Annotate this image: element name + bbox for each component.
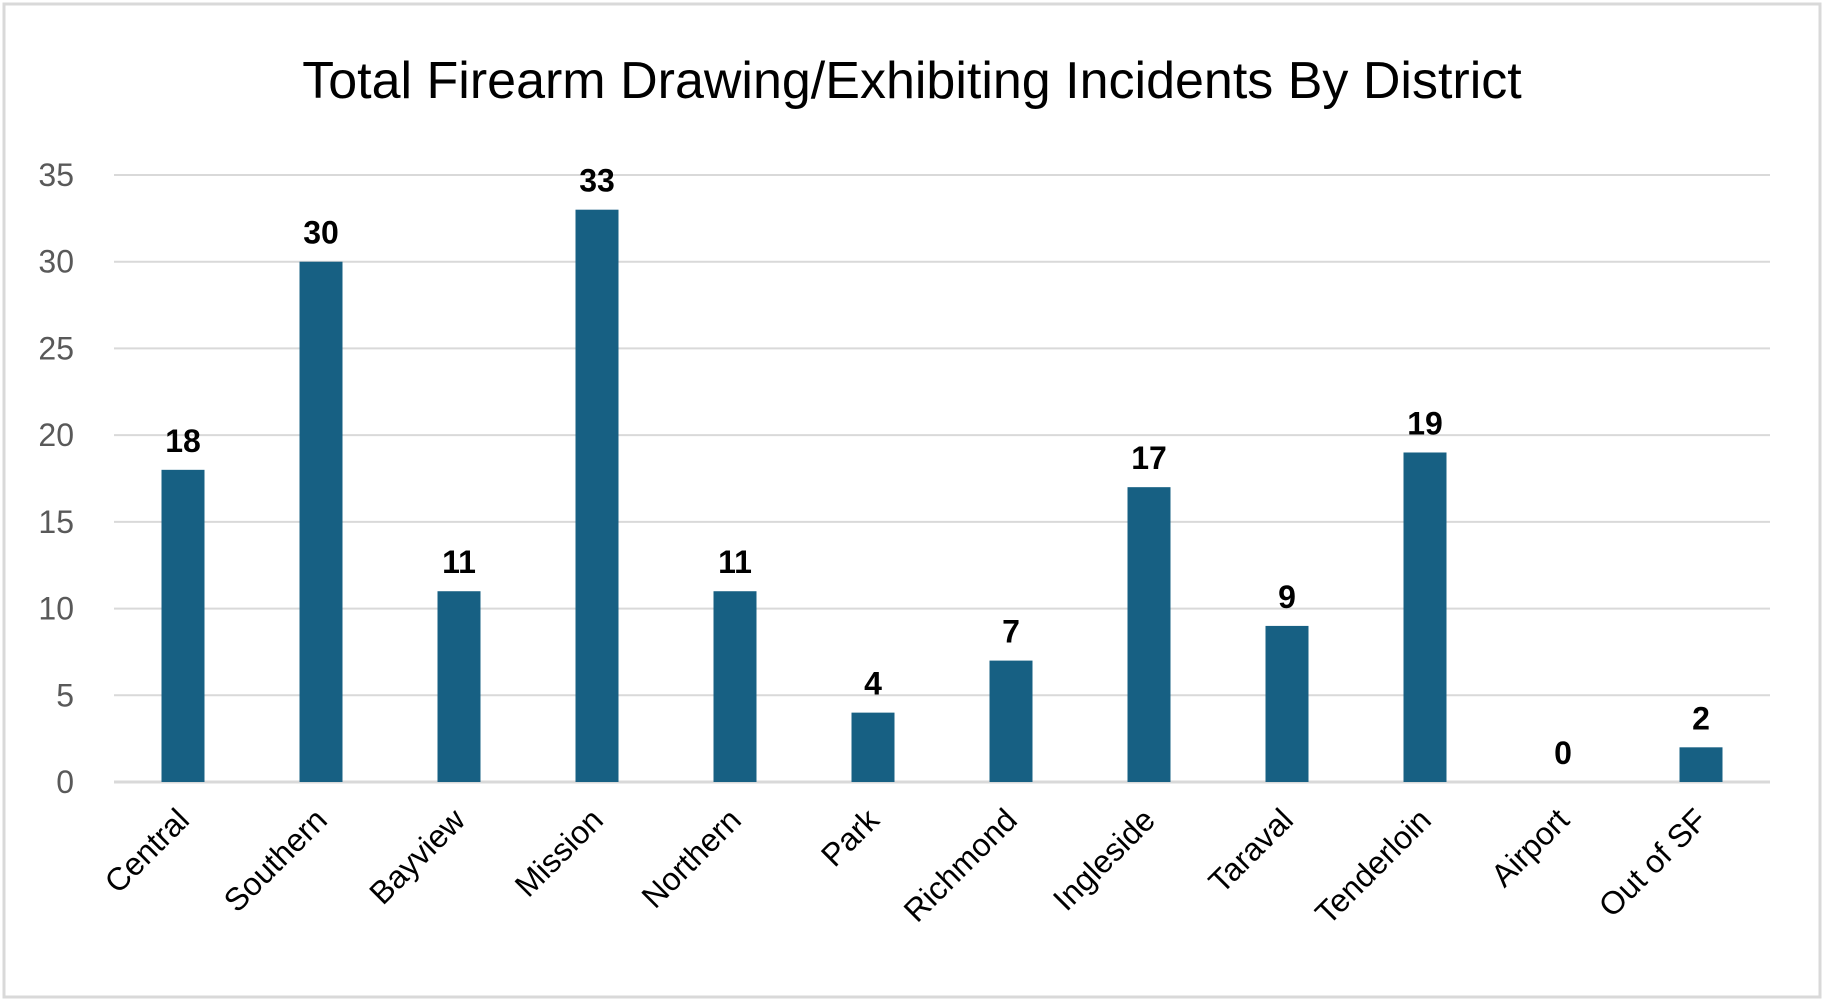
bar-out-of-sf xyxy=(1679,747,1723,782)
data-label: 4 xyxy=(864,666,882,702)
chart-title: Total Firearm Drawing/Exhibiting Inciden… xyxy=(302,52,1522,110)
y-tick-label: 35 xyxy=(38,157,74,193)
data-label: 19 xyxy=(1407,405,1443,441)
y-tick-label: 30 xyxy=(38,244,74,280)
y-tick-label: 5 xyxy=(56,677,74,713)
y-tick-label: 15 xyxy=(38,504,74,540)
bar-mission xyxy=(575,209,619,782)
bar-southern xyxy=(299,261,343,782)
bar-ingleside xyxy=(1127,487,1171,782)
data-label: 2 xyxy=(1692,700,1710,736)
y-tick-label: 25 xyxy=(38,330,74,366)
data-label: 7 xyxy=(1002,614,1020,650)
y-tick-label: 0 xyxy=(56,764,74,800)
data-label: 18 xyxy=(165,423,201,459)
data-label: 30 xyxy=(303,215,339,251)
data-label: 9 xyxy=(1278,579,1296,615)
bar-bayview xyxy=(437,591,481,782)
bar-northern xyxy=(713,591,757,782)
bar-park xyxy=(851,712,895,782)
y-tick-label: 10 xyxy=(38,591,74,627)
data-label: 11 xyxy=(442,544,476,580)
data-label: 0 xyxy=(1554,735,1572,771)
bar-taraval xyxy=(1265,625,1309,782)
data-label: 33 xyxy=(579,163,615,199)
bar-tenderloin xyxy=(1403,452,1447,782)
data-label: 17 xyxy=(1131,440,1167,476)
bar-central xyxy=(161,469,205,782)
data-label: 11 xyxy=(718,544,752,580)
y-tick-label: 20 xyxy=(38,417,74,453)
bar-richmond xyxy=(989,660,1033,782)
